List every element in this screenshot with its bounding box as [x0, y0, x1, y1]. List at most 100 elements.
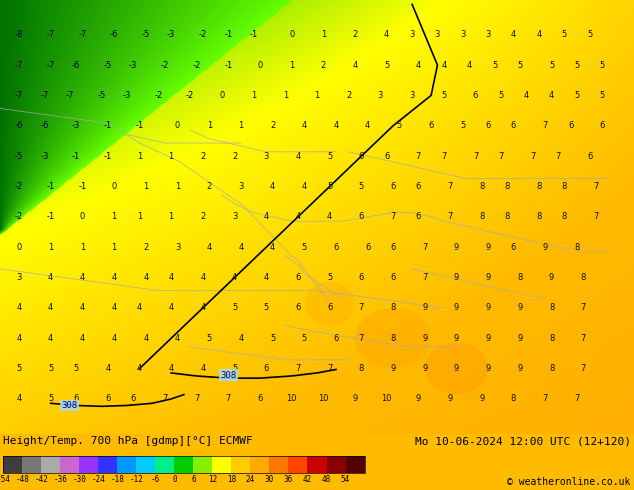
Text: 1: 1: [137, 151, 142, 161]
Text: -3: -3: [129, 61, 138, 70]
Text: 7: 7: [593, 212, 598, 221]
Text: 4: 4: [232, 273, 237, 282]
Text: Mo 10-06-2024 12:00 UTC (12+120): Mo 10-06-2024 12:00 UTC (12+120): [415, 437, 631, 446]
Bar: [193, 456, 212, 473]
Text: 2: 2: [200, 151, 205, 161]
Text: 1: 1: [175, 182, 180, 191]
Text: -3: -3: [40, 151, 49, 161]
Text: 8: 8: [391, 303, 396, 313]
Text: 4: 4: [333, 121, 339, 130]
Text: 4: 4: [295, 212, 301, 221]
Text: 4: 4: [238, 334, 243, 343]
Text: 4: 4: [549, 91, 554, 100]
Text: 6: 6: [486, 121, 491, 130]
Text: 7: 7: [593, 182, 598, 191]
Text: 6: 6: [600, 121, 605, 130]
Text: 6: 6: [473, 91, 478, 100]
Text: -1: -1: [135, 121, 144, 130]
Text: 7: 7: [543, 121, 548, 130]
Text: 7: 7: [226, 394, 231, 403]
Bar: [3, 456, 22, 473]
Text: 6: 6: [131, 394, 136, 403]
Text: 7: 7: [581, 334, 586, 343]
Text: 5: 5: [74, 364, 79, 373]
Text: 1: 1: [112, 243, 117, 252]
Text: -2: -2: [15, 182, 23, 191]
Text: 8: 8: [479, 182, 484, 191]
Text: -6: -6: [151, 475, 160, 484]
Text: 4: 4: [270, 243, 275, 252]
Text: 9: 9: [416, 394, 421, 403]
Text: 7: 7: [416, 151, 421, 161]
Text: -2: -2: [186, 91, 195, 100]
Text: 4: 4: [16, 394, 22, 403]
Text: -30: -30: [72, 475, 86, 484]
Text: -2: -2: [160, 61, 169, 70]
Text: 7: 7: [441, 151, 446, 161]
Text: 6: 6: [295, 303, 301, 313]
Text: 4: 4: [143, 273, 148, 282]
Text: 2: 2: [143, 243, 148, 252]
Text: -8: -8: [15, 30, 23, 39]
Text: 36: 36: [284, 475, 293, 484]
Text: 0: 0: [80, 212, 85, 221]
Text: 5: 5: [207, 334, 212, 343]
Text: 5: 5: [384, 61, 389, 70]
Text: 9: 9: [517, 334, 522, 343]
Text: 5: 5: [232, 303, 237, 313]
Bar: [117, 456, 136, 473]
Bar: [231, 456, 250, 473]
Text: 4: 4: [295, 151, 301, 161]
Text: 5: 5: [562, 30, 567, 39]
Text: 0: 0: [175, 121, 180, 130]
Text: -36: -36: [53, 475, 67, 484]
Text: 2: 2: [270, 121, 275, 130]
Text: -1: -1: [224, 61, 233, 70]
Text: 3: 3: [435, 30, 440, 39]
Text: 3: 3: [232, 212, 237, 221]
Text: -6: -6: [110, 30, 119, 39]
Text: -18: -18: [110, 475, 124, 484]
Text: 6: 6: [264, 364, 269, 373]
Text: 6: 6: [587, 151, 592, 161]
Text: -7: -7: [40, 91, 49, 100]
Text: 5: 5: [441, 91, 446, 100]
Text: 1: 1: [48, 243, 53, 252]
Text: 9: 9: [454, 243, 459, 252]
Text: 9: 9: [454, 273, 459, 282]
Text: 2: 2: [232, 151, 237, 161]
Text: 1: 1: [289, 61, 294, 70]
Bar: [250, 456, 269, 473]
Text: 9: 9: [422, 334, 427, 343]
Text: 3: 3: [486, 30, 491, 39]
Text: -5: -5: [141, 30, 150, 39]
Text: 4: 4: [112, 334, 117, 343]
Text: 4: 4: [16, 334, 22, 343]
Text: 0: 0: [112, 182, 117, 191]
Text: 8: 8: [536, 182, 541, 191]
Text: 48: 48: [322, 475, 331, 484]
Text: 1: 1: [143, 182, 148, 191]
Text: 6: 6: [359, 151, 364, 161]
Text: 12: 12: [208, 475, 217, 484]
Text: 8: 8: [549, 303, 554, 313]
Text: 308: 308: [220, 370, 236, 380]
Text: 6: 6: [416, 182, 421, 191]
Text: 6: 6: [359, 273, 364, 282]
Text: 8: 8: [391, 334, 396, 343]
Text: -12: -12: [129, 475, 143, 484]
Text: 5: 5: [327, 151, 332, 161]
Text: 6: 6: [74, 394, 79, 403]
Text: 6: 6: [568, 121, 573, 130]
Text: 4: 4: [112, 303, 117, 313]
Text: 4: 4: [384, 30, 389, 39]
Text: 4: 4: [105, 364, 110, 373]
Text: 3: 3: [410, 91, 415, 100]
Text: 5: 5: [327, 182, 332, 191]
Text: 7: 7: [162, 394, 167, 403]
Text: 7: 7: [574, 394, 579, 403]
Text: 9: 9: [422, 364, 427, 373]
Text: 8: 8: [562, 212, 567, 221]
Text: 10: 10: [318, 394, 328, 403]
Text: 5: 5: [397, 121, 402, 130]
